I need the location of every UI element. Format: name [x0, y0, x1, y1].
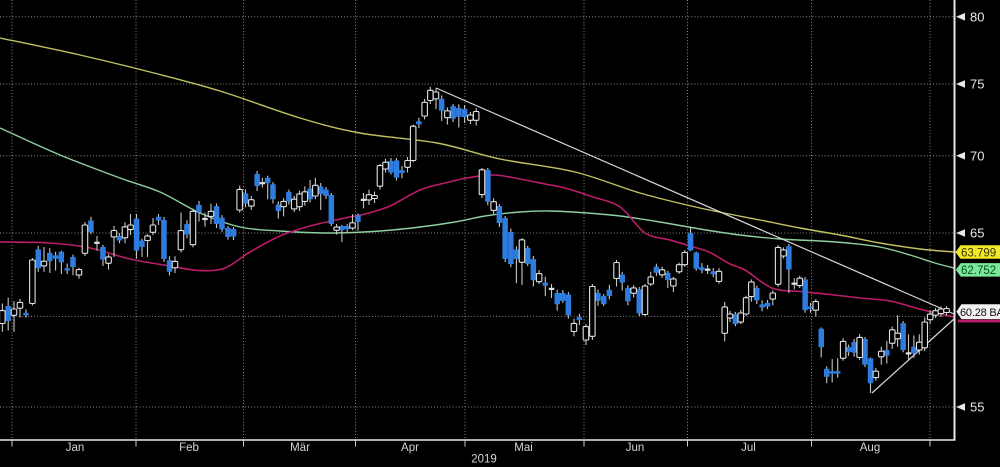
- svg-text:Apr: Apr: [401, 442, 419, 454]
- svg-text:2019: 2019: [471, 454, 497, 466]
- svg-text:80: 80: [970, 9, 984, 24]
- svg-text:55: 55: [970, 400, 984, 415]
- svg-text:63.799: 63.799: [961, 247, 996, 259]
- svg-text:Mär: Mär: [290, 442, 310, 454]
- svg-text:60.28 BA: 60.28 BA: [960, 307, 1000, 319]
- svg-text:62.752: 62.752: [961, 265, 996, 277]
- svg-text:Feb: Feb: [179, 442, 199, 454]
- svg-text:65: 65: [970, 226, 984, 241]
- svg-text:70: 70: [970, 148, 984, 163]
- svg-text:Jun: Jun: [626, 442, 645, 454]
- svg-text:Jul: Jul: [741, 442, 756, 454]
- svg-text:Aug: Aug: [860, 442, 880, 454]
- svg-text:Jan: Jan: [66, 442, 85, 454]
- svg-text:75: 75: [970, 77, 984, 92]
- svg-text:Mai: Mai: [514, 442, 533, 454]
